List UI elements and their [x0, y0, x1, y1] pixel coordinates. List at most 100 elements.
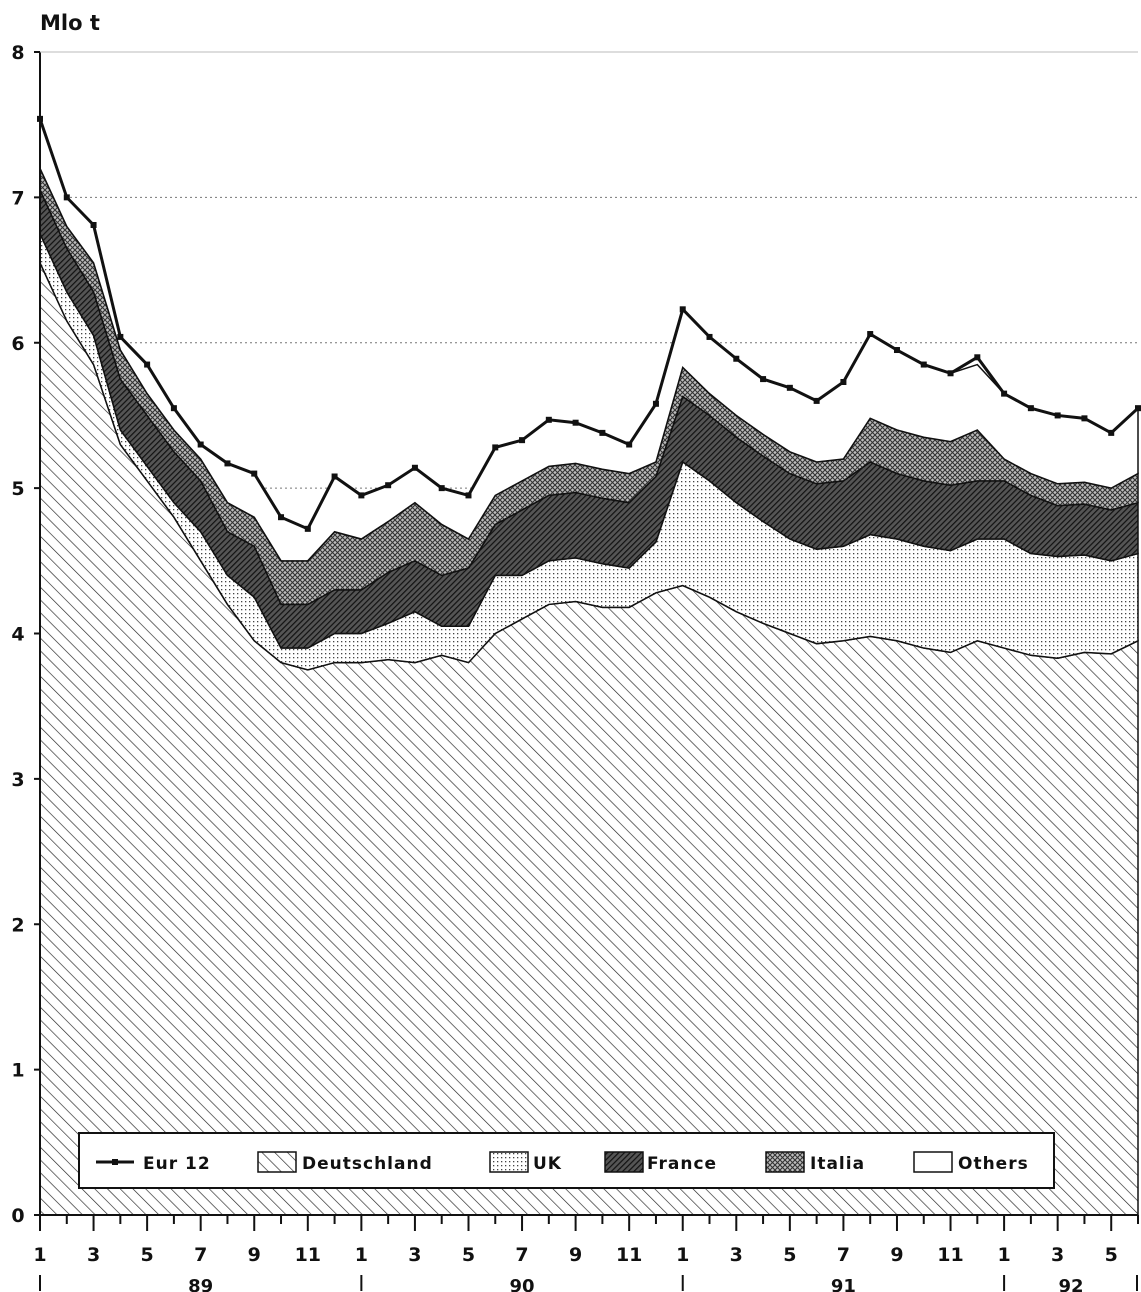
x-axis: 1 3 5 7 9 11 1 3 5 7 9 11 1 3 5 7 9 11 1 3 589 90 91 92	[33, 1215, 1139, 1292]
legend-item-eur-12: Eur 12	[96, 1154, 211, 1174]
eur12-point	[974, 354, 981, 361]
legend-item-italia: Italia	[765, 1151, 865, 1174]
eur12-point	[492, 444, 499, 451]
y-tick-label: 6	[11, 333, 24, 355]
y-tick-label: 8	[11, 42, 24, 64]
x-tick-label: 11	[295, 1244, 321, 1266]
eur12-point	[304, 525, 311, 532]
legend-label: UK	[533, 1154, 562, 1174]
x-tick-label: 9	[248, 1244, 261, 1266]
x-tick-label: 1	[676, 1244, 689, 1266]
eur12-point	[786, 384, 793, 391]
eur12-point	[519, 437, 526, 444]
eur12-point	[652, 400, 659, 407]
eur12-point	[1001, 390, 1008, 397]
eur12-point	[90, 221, 97, 228]
eur12-point	[438, 485, 445, 492]
legend-label: Others	[958, 1154, 1029, 1174]
y-tick-label: 7	[11, 187, 24, 209]
legend-swatch	[257, 1151, 297, 1173]
legend-label: Eur 12	[143, 1154, 211, 1174]
eur12-point	[1108, 429, 1115, 436]
eur12-point	[760, 376, 767, 383]
y-tick-label: 1	[11, 1060, 24, 1082]
x-tick-label: 5	[783, 1244, 796, 1266]
area-layers	[39, 118, 1139, 1216]
eur12-point	[1054, 412, 1061, 419]
eur12-point	[840, 379, 847, 386]
eur12-point	[465, 492, 472, 499]
legend-swatch	[913, 1151, 953, 1173]
legend-label: Italia	[810, 1154, 865, 1174]
x-tick-label: 9	[569, 1244, 582, 1266]
legend-label: Deutschland	[302, 1154, 433, 1174]
legend-item-uk: UK	[489, 1151, 562, 1174]
x-tick-label: 1	[355, 1244, 368, 1266]
eur12-point	[626, 441, 633, 448]
x-tick-label: 9	[890, 1244, 903, 1266]
x-tick-label: 11	[937, 1244, 963, 1266]
y-tick-label: 4	[11, 624, 24, 646]
x-tick-label: 7	[194, 1244, 207, 1266]
eur12-point	[893, 347, 900, 354]
y-tick-label: 3	[11, 769, 24, 791]
eur12-point	[331, 473, 338, 480]
legend-swatch	[489, 1151, 529, 1173]
x-tick-label: 5	[1105, 1244, 1118, 1266]
legend-item-france: France	[604, 1151, 717, 1174]
eur12-point	[224, 460, 231, 467]
eur12-point	[572, 419, 579, 426]
eur12-point	[545, 416, 552, 423]
eur12-point	[358, 492, 365, 499]
x-tick-label: 3	[87, 1244, 100, 1266]
eur12-point	[411, 464, 418, 471]
y-tick-label: 0	[11, 1205, 24, 1227]
eur12-point	[947, 370, 954, 377]
eur12-point	[1135, 405, 1141, 412]
y-axis: 0 1 2 3 4 5 6 7 8	[11, 42, 40, 1227]
eur12-point	[144, 361, 151, 368]
eur12-point	[117, 333, 124, 340]
eur12-point	[679, 306, 686, 313]
eur12-point	[278, 514, 285, 521]
y-axis-unit-label: Mlo t	[40, 11, 100, 35]
y-tick-label: 2	[11, 914, 24, 936]
x-tick-label: 11	[616, 1244, 642, 1266]
eur12-point	[599, 429, 606, 436]
eur12-point	[251, 470, 258, 477]
eur12-point	[1027, 405, 1034, 412]
year-label: 91	[831, 1276, 856, 1292]
eur12-line	[38, 118, 1140, 531]
year-label: 90	[510, 1276, 535, 1292]
eur12-point	[197, 441, 204, 448]
eur12-point	[813, 397, 820, 404]
legend-item-deutschland: Deutschland	[257, 1151, 433, 1174]
x-tick-label: 1	[997, 1244, 1010, 1266]
x-tick-label: 7	[837, 1244, 850, 1266]
x-tick-label: 3	[408, 1244, 421, 1266]
legend-swatch	[765, 1151, 805, 1173]
eur12-point	[920, 361, 927, 368]
x-tick-label: 7	[515, 1244, 528, 1266]
legend-item-others: Others	[913, 1151, 1029, 1174]
y-tick-label: 5	[11, 478, 24, 500]
legend-box	[78, 1132, 1055, 1189]
eur12-line-layer	[37, 115, 1141, 532]
legend: Eur 12 Deutschland UK France Italia Others	[78, 1132, 1055, 1189]
eur12-point	[63, 194, 70, 201]
x-tick-label: 5	[141, 1244, 154, 1266]
eur12-point	[733, 355, 740, 362]
x-tick-label: 3	[730, 1244, 743, 1266]
x-tick-label: 5	[462, 1244, 475, 1266]
x-tick-label: 3	[1051, 1244, 1064, 1266]
legend-marker	[112, 1159, 118, 1165]
legend-swatch	[604, 1151, 644, 1173]
x-tick-label: 1	[33, 1244, 46, 1266]
eur12-point	[706, 333, 713, 340]
eur12-point	[385, 482, 392, 489]
eur12-point	[170, 405, 177, 412]
eur12-point	[867, 331, 874, 338]
eur12-point	[1081, 415, 1088, 422]
legend-label: France	[647, 1154, 717, 1174]
